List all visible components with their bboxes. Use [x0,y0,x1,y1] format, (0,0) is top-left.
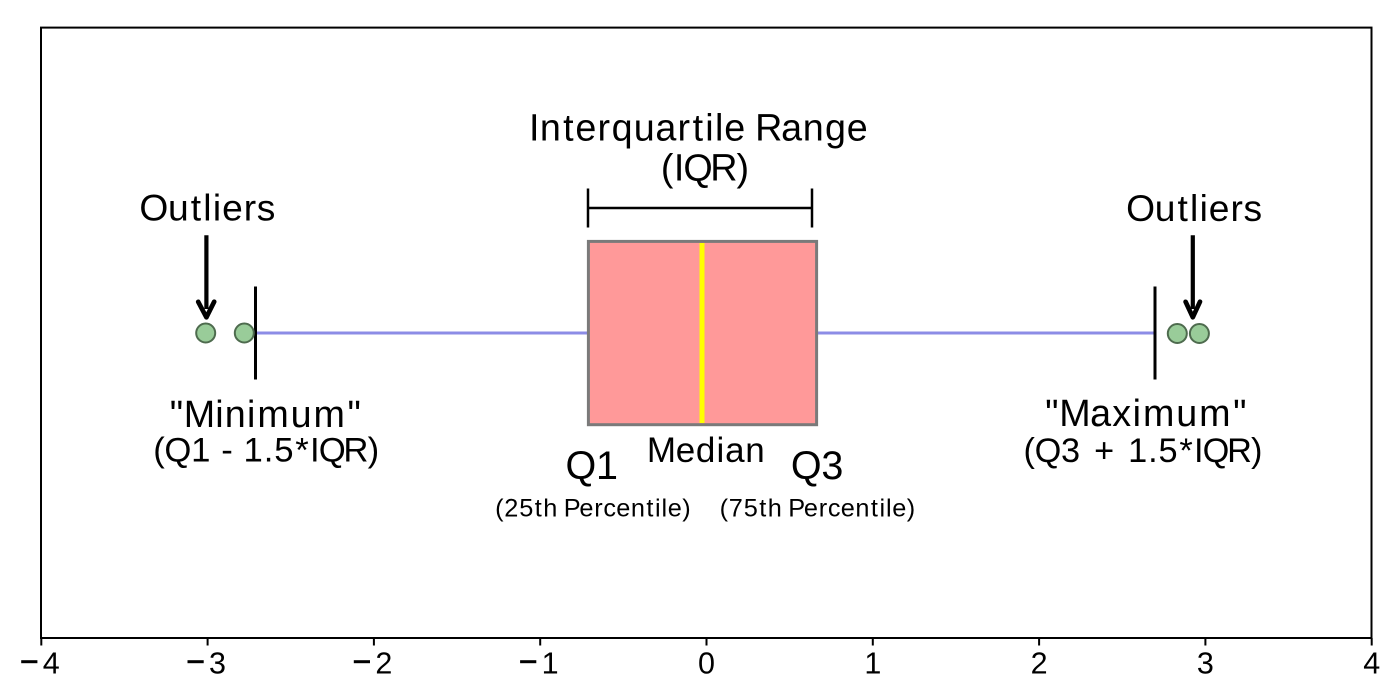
svg-text:3: 3 [1197,647,1214,681]
svg-text:Interquartile Range: Interquartile Range [529,107,868,149]
svg-text:Q3: Q3 [791,444,843,488]
svg-text:1: 1 [542,647,559,681]
svg-text:2: 2 [1031,647,1048,681]
svg-text:(Q3 + 1.5*IQR): (Q3 + 1.5*IQR) [1024,432,1263,470]
svg-text:(25th Percentile): (25th Percentile) [495,495,691,523]
svg-text:(Q1 - 1.5*IQR): (Q1 - 1.5*IQR) [153,431,379,469]
svg-text:"Maximum": "Maximum" [1045,392,1246,434]
svg-text:"Minimum": "Minimum" [170,393,361,435]
svg-text:(IQR): (IQR) [661,146,749,188]
svg-text:Outliers: Outliers [139,187,275,229]
svg-text:0: 0 [698,647,715,681]
svg-text:Median: Median [647,431,765,470]
svg-text:Outliers: Outliers [1126,187,1262,229]
svg-text:1: 1 [864,647,881,681]
svg-text:2: 2 [375,647,392,681]
svg-text:(75th Percentile): (75th Percentile) [720,495,916,523]
svg-text:4: 4 [43,647,60,681]
svg-text:4: 4 [1363,647,1380,681]
svg-text:Q1: Q1 [566,444,618,488]
svg-text:3: 3 [209,647,226,681]
